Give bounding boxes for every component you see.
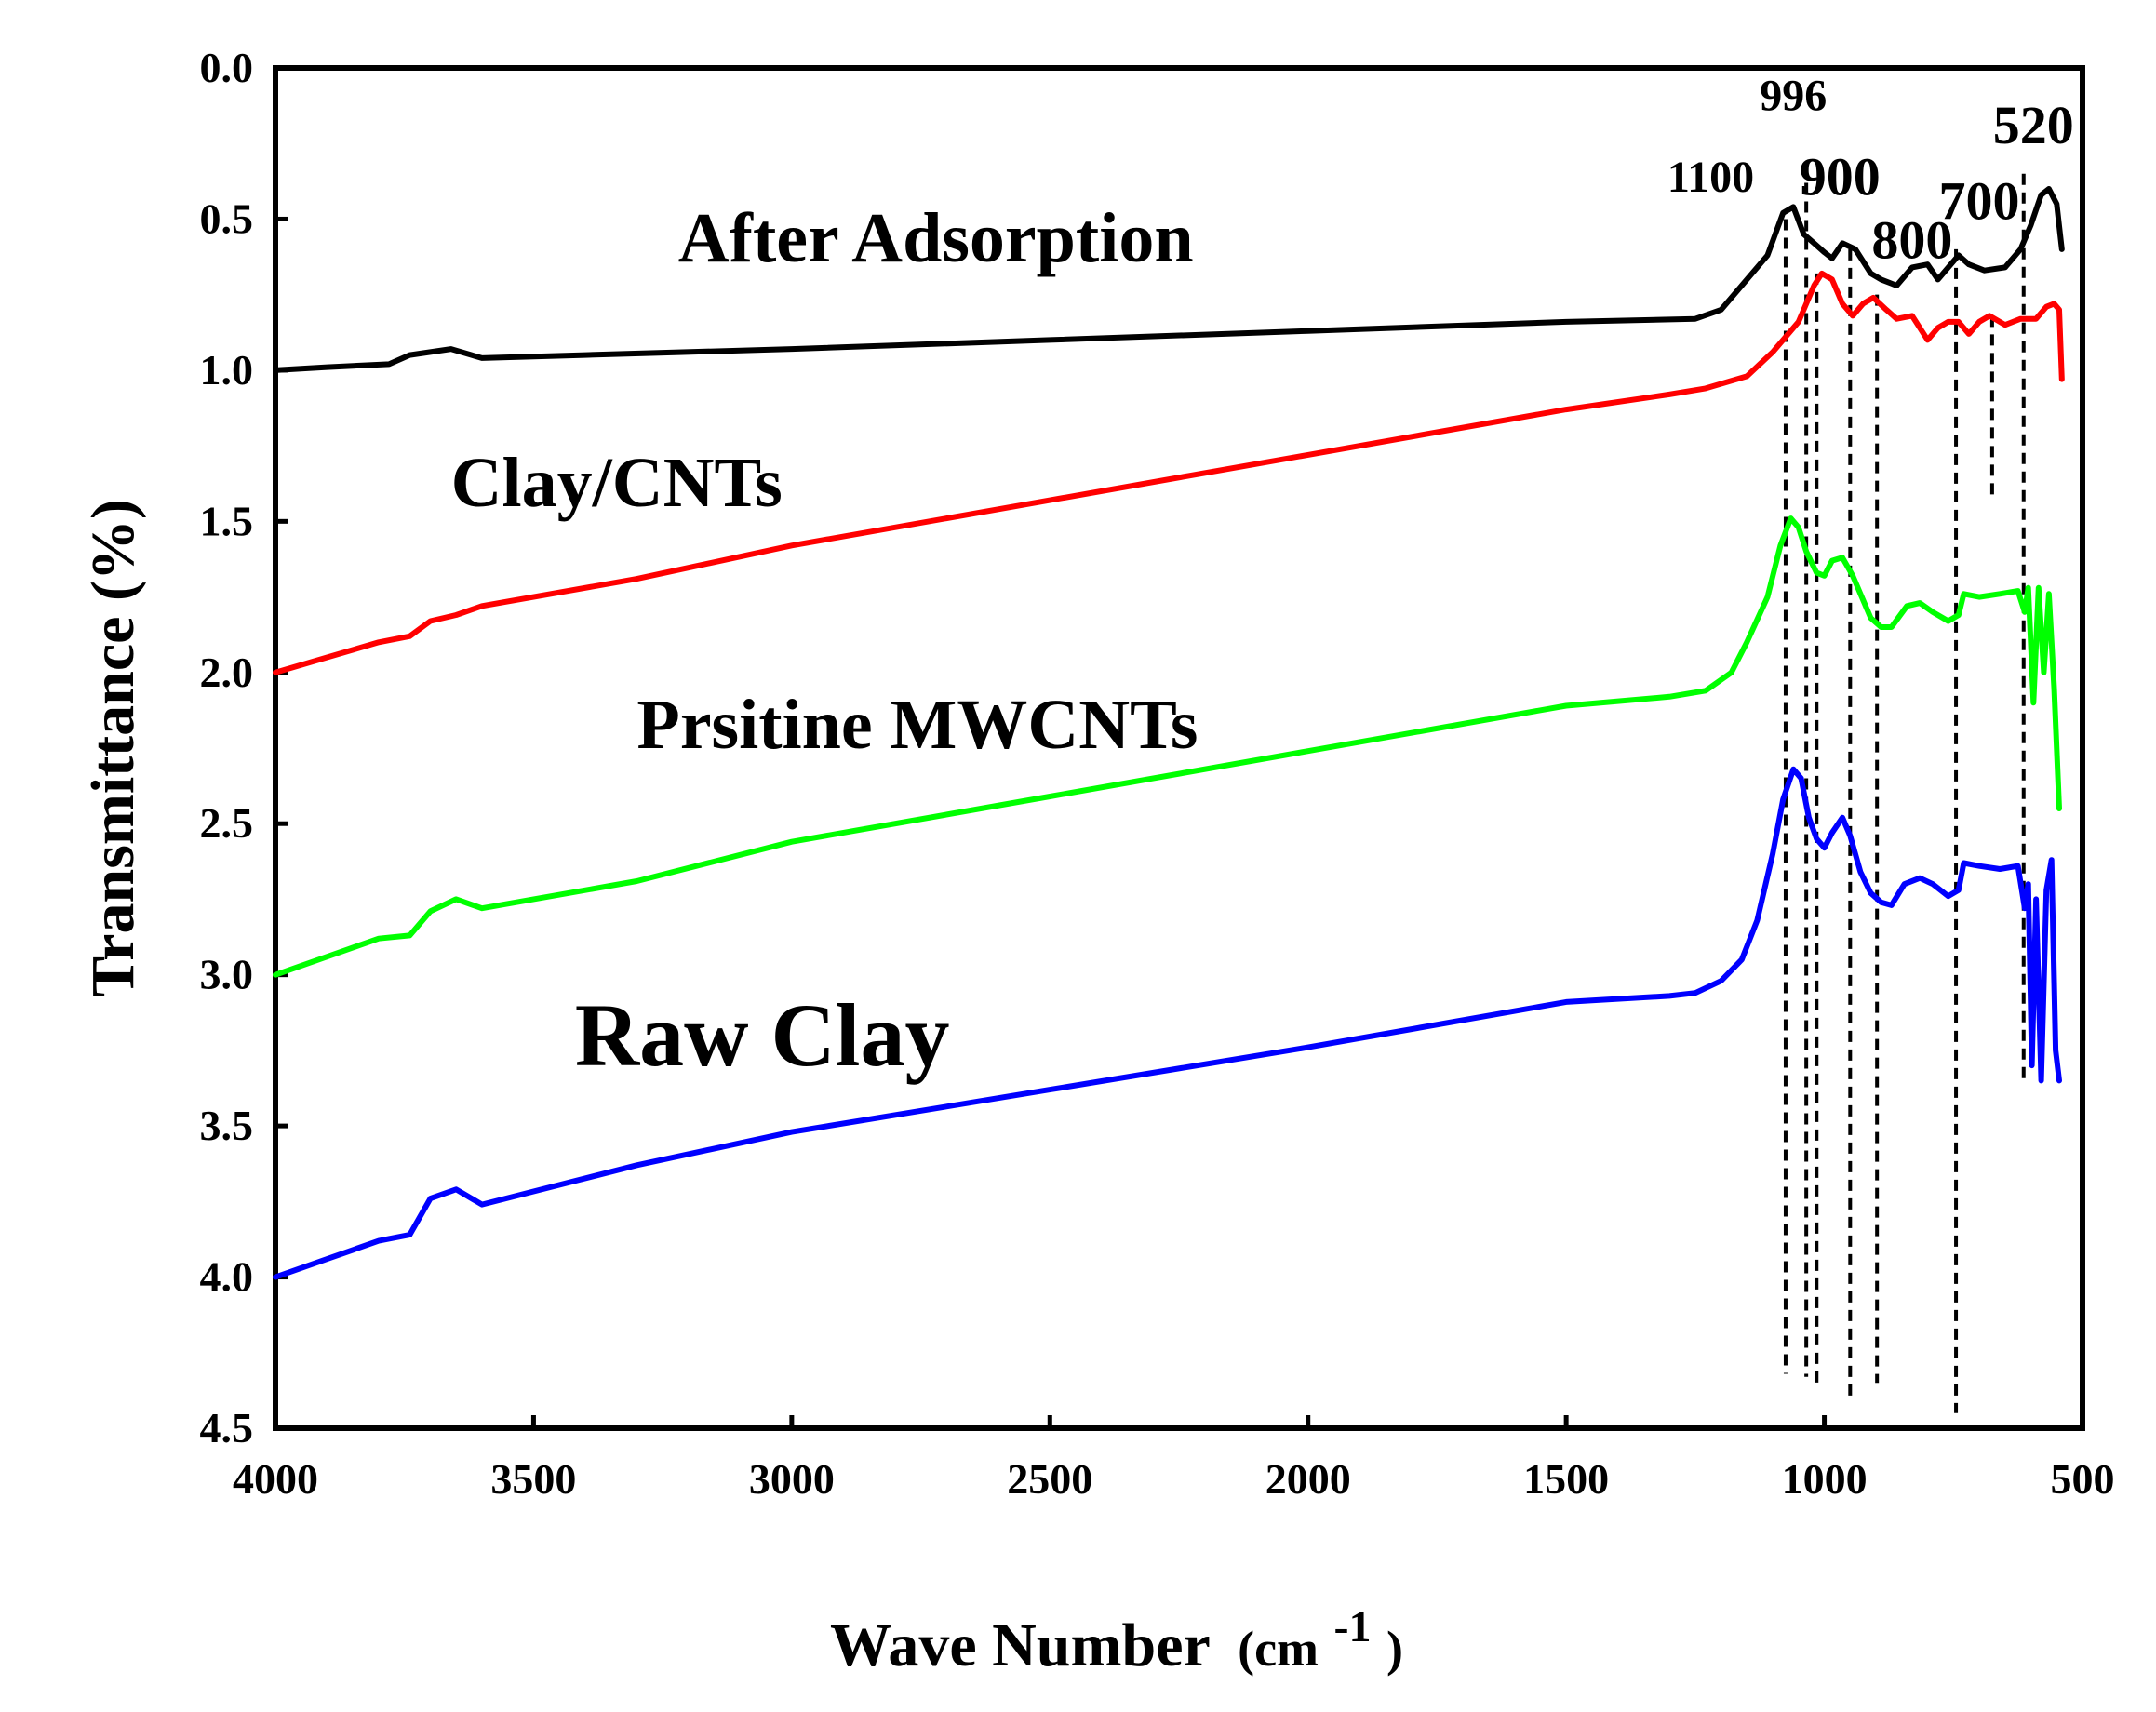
y-tick-label: 4.0: [200, 1253, 254, 1301]
x-tick-label: 1500: [1523, 1455, 1609, 1503]
peak-label-1100: 1100: [1667, 153, 1754, 202]
x-axis-title-unit-sup: -1: [1334, 1602, 1372, 1652]
x-tick-label: 2000: [1265, 1455, 1351, 1503]
x-tick-label: 500: [2051, 1455, 2115, 1503]
x-axis-title-main: Wave Number: [830, 1612, 1210, 1679]
y-tick-label: 1.5: [200, 497, 254, 544]
plot-frame: [273, 65, 2085, 1431]
series-line-clay-cnts: [273, 270, 2065, 675]
x-tick-label: 3500: [490, 1455, 576, 1503]
y-axis: 0.0 0.5 1.0 1.5 2.0 2.5 3.0 3.5 4.0 4.5: [200, 44, 288, 1451]
series-label: Clay/CNTs: [451, 444, 783, 522]
peak-label-996: 996: [1760, 71, 1827, 120]
y-tick-label: 1.0: [200, 346, 254, 394]
peak-label-900: 900: [1800, 146, 1881, 207]
peak-label-700: 700: [1939, 170, 2020, 231]
peak-label-520: 520: [1993, 95, 2074, 155]
y-axis-title: Transmittance (%): [79, 499, 147, 997]
series-line-after-adsorption: [273, 186, 2065, 373]
x-axis: 4000 3500 3000 2500 2000 1500 1000 500: [233, 1415, 2115, 1503]
x-tick-label: 3000: [749, 1455, 835, 1503]
x-axis-title-unit: (cm: [1238, 1621, 1319, 1677]
x-tick-label: 4000: [233, 1455, 318, 1503]
series-label: After Adsorption: [678, 199, 1194, 277]
peak-label-800: 800: [1871, 210, 1952, 271]
y-tick-label: 4.5: [200, 1404, 254, 1451]
x-axis-title: Wave Number (cm -1 ): [830, 1587, 1403, 1679]
y-tick-label: 2.5: [200, 799, 254, 847]
series-labels: After Adsorption Clay/CNTs Prsitine MWCNTs…: [451, 199, 1199, 1085]
series-label: Prsitine MWCNTs: [636, 686, 1198, 764]
y-tick-label: 3.5: [200, 1102, 254, 1149]
y-tick-label: 3.0: [200, 951, 254, 998]
peak-guide-lines: [1783, 173, 2026, 1413]
series-label: Raw Clay: [575, 985, 950, 1085]
x-tick-label: 1000: [1782, 1455, 1868, 1503]
x-axis-title-unit-close: ): [1386, 1621, 1403, 1677]
x-tick-label: 2500: [1007, 1455, 1092, 1503]
y-tick-label: 0.0: [200, 44, 254, 91]
series-line-raw-clay: [273, 766, 2062, 1280]
y-tick-label: 0.5: [200, 194, 254, 242]
y-tick-label: 2.0: [200, 649, 254, 696]
series-line-prsitine-mwcnts: [273, 515, 2062, 978]
series-lines: [273, 186, 2065, 1280]
